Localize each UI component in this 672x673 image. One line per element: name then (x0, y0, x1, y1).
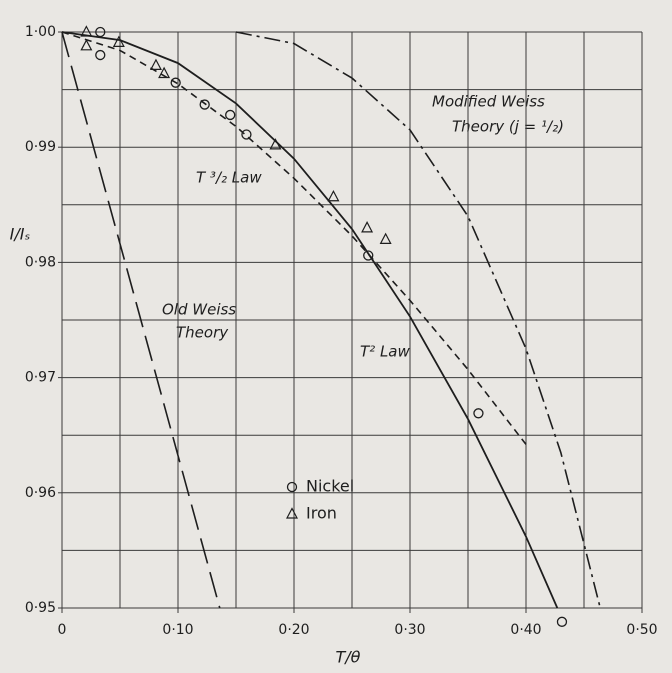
x-tick-label: 0·50 (626, 622, 657, 638)
y-tick-label: 0·97 (25, 370, 56, 386)
iron-point (379, 232, 392, 244)
x-tick-label: 0·30 (394, 622, 425, 638)
legend-label: Nickel (306, 477, 354, 496)
legend-marker (286, 481, 298, 493)
iron-point (327, 189, 340, 202)
x-tick-label: 0·10 (162, 622, 193, 638)
curve (61, 31, 527, 445)
iron-point (80, 25, 93, 37)
y-tick-label: 0·95 (25, 600, 56, 616)
y-tick-label: 1·00 (25, 24, 56, 40)
nickel-point (95, 26, 106, 38)
nickel-point (363, 250, 374, 261)
nickel-point (95, 49, 106, 61)
annotation: Theory (176, 324, 229, 342)
nickel-point (473, 408, 484, 419)
y-axis-label: I/Iₛ (10, 225, 31, 244)
iron-point (158, 66, 171, 79)
x-axis-label: T/θ (336, 648, 361, 667)
annotation: Theory (j = ¹/₂) (452, 118, 564, 136)
y-tick-label: 0·96 (25, 485, 56, 501)
nickel-point (170, 77, 181, 88)
y-tick-label: 0·99 (25, 139, 56, 155)
iron-point (269, 138, 282, 150)
iron-point (149, 58, 162, 71)
curve (61, 31, 559, 609)
legend-label: Iron (306, 504, 337, 523)
annotation: Old Weiss (162, 301, 236, 319)
curve (61, 31, 221, 609)
y-tick-label: 0·98 (25, 254, 56, 270)
annotation: T ³/₂ Law (196, 169, 262, 187)
curve (235, 31, 602, 609)
x-tick-label: 0·20 (278, 622, 309, 638)
x-tick-label: 0·40 (510, 622, 541, 638)
legend-marker (286, 507, 298, 519)
nickel-point (199, 99, 210, 110)
iron-point (361, 221, 374, 233)
nickel-point (556, 616, 568, 627)
x-tick-label: 0 (58, 622, 67, 638)
iron-point (112, 35, 125, 47)
iron-point (80, 39, 93, 51)
annotation: Modified Weiss (432, 93, 545, 111)
nickel-point (241, 129, 252, 140)
annotation: T² Law (360, 343, 410, 361)
nickel-point (225, 109, 236, 121)
